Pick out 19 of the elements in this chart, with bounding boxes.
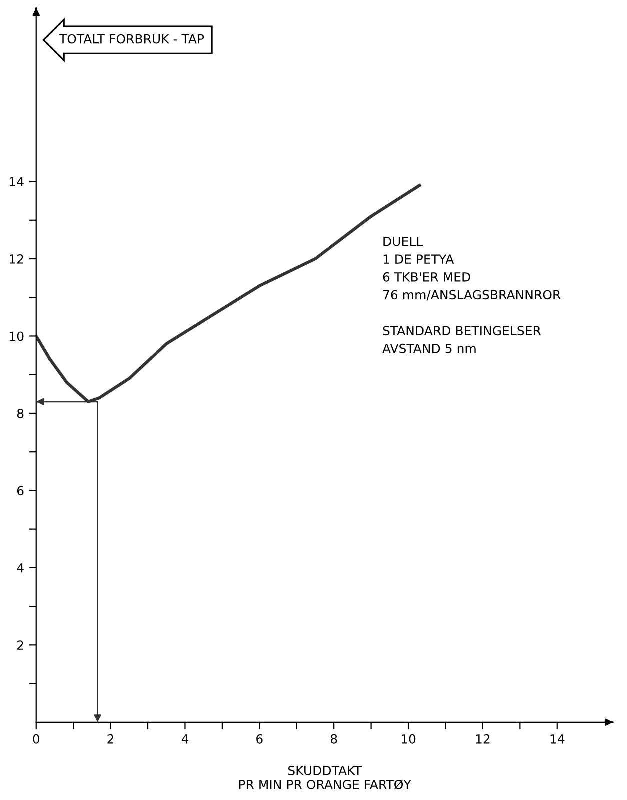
x-tick-label: 12: [476, 734, 490, 744]
y-axis-title: TOTALT FORBRUK - TAP: [59, 34, 204, 44]
annotation: DUELL 1 DE PETYA 6 TKB'ER MED 76 mm/ANSLAGSBRANNROR: [383, 236, 561, 301]
x-tick-label: 6: [256, 734, 263, 744]
x-axis-title: SKUDDTAKT PR MIN PR ORANGE FARTØY: [239, 766, 412, 790]
annotation: STANDARD BETINGELSER AVSTAND 5 nm: [382, 326, 542, 354]
x-tick-label: 14: [550, 734, 565, 744]
x-tick-label: 4: [182, 734, 189, 744]
y-tick-label: 4: [17, 564, 24, 573]
y-tick-label: 8: [17, 408, 24, 418]
x-tick-label: 0: [33, 734, 40, 744]
x-tick-label: 2: [108, 734, 114, 744]
x-tick-label: 10: [402, 734, 416, 744]
y-tick-label: 2: [18, 640, 24, 650]
y-tick-label: 6: [17, 486, 24, 496]
y-tick-label: 10: [10, 332, 24, 342]
x-tick-label: 8: [330, 734, 338, 744]
y-tick-label: 14: [10, 177, 24, 187]
y-tick-label: 12: [10, 254, 24, 264]
